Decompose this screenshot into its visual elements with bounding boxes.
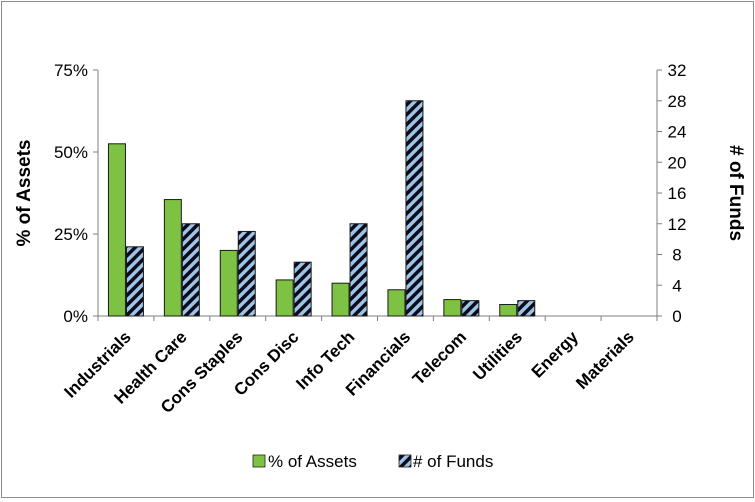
- y2-tick-label: 12: [668, 215, 687, 234]
- y2-tick-label: 24: [668, 123, 687, 142]
- y2-tick-label: 8: [672, 246, 681, 265]
- bar-assets: [331, 282, 350, 317]
- y-axis-title: % of Assets: [14, 140, 35, 247]
- bar-funds: [181, 223, 200, 317]
- bar-assets: [219, 249, 238, 317]
- x-tick-label: Telecom: [409, 327, 470, 388]
- x-tick-label: Utilities: [469, 327, 526, 384]
- y2-tick-label: 28: [668, 92, 687, 111]
- bar-funds: [237, 230, 256, 317]
- y-tick-label: 50%: [54, 143, 88, 162]
- bar-assets: [499, 304, 518, 317]
- y-tick-label: 75%: [54, 61, 88, 80]
- y2-tick-label: 4: [672, 276, 681, 295]
- bar-funds: [461, 300, 480, 317]
- y-tick-label: 0%: [63, 307, 88, 326]
- bar-funds: [125, 246, 144, 317]
- y2-tick-label: 16: [668, 184, 687, 203]
- bar-funds: [349, 223, 368, 317]
- legend-label-assets: % of Assets: [268, 452, 357, 471]
- bar-assets: [163, 199, 182, 317]
- y-tick-label: 25%: [54, 225, 88, 244]
- legend-swatch-assets: [252, 454, 266, 468]
- y2-tick-label: 32: [668, 61, 687, 80]
- x-tick-label: Energy: [528, 327, 583, 382]
- x-tick-label: Materials: [572, 327, 638, 393]
- bar-assets: [107, 143, 126, 317]
- bar-assets: [443, 299, 462, 317]
- legend-label-funds: # of Funds: [413, 452, 493, 471]
- bar-funds: [517, 300, 536, 317]
- y2-axis-title: # of Funds: [725, 145, 746, 241]
- legend: % of Assets # of Funds: [252, 452, 493, 471]
- bar-funds: [405, 100, 424, 317]
- y2-tick-label: 20: [668, 153, 687, 172]
- bar-assets: [275, 279, 294, 317]
- bar-funds: [293, 261, 312, 317]
- bar-assets: [387, 289, 406, 317]
- y2-tick-label: 0: [672, 307, 681, 326]
- legend-swatch-funds: [398, 454, 412, 468]
